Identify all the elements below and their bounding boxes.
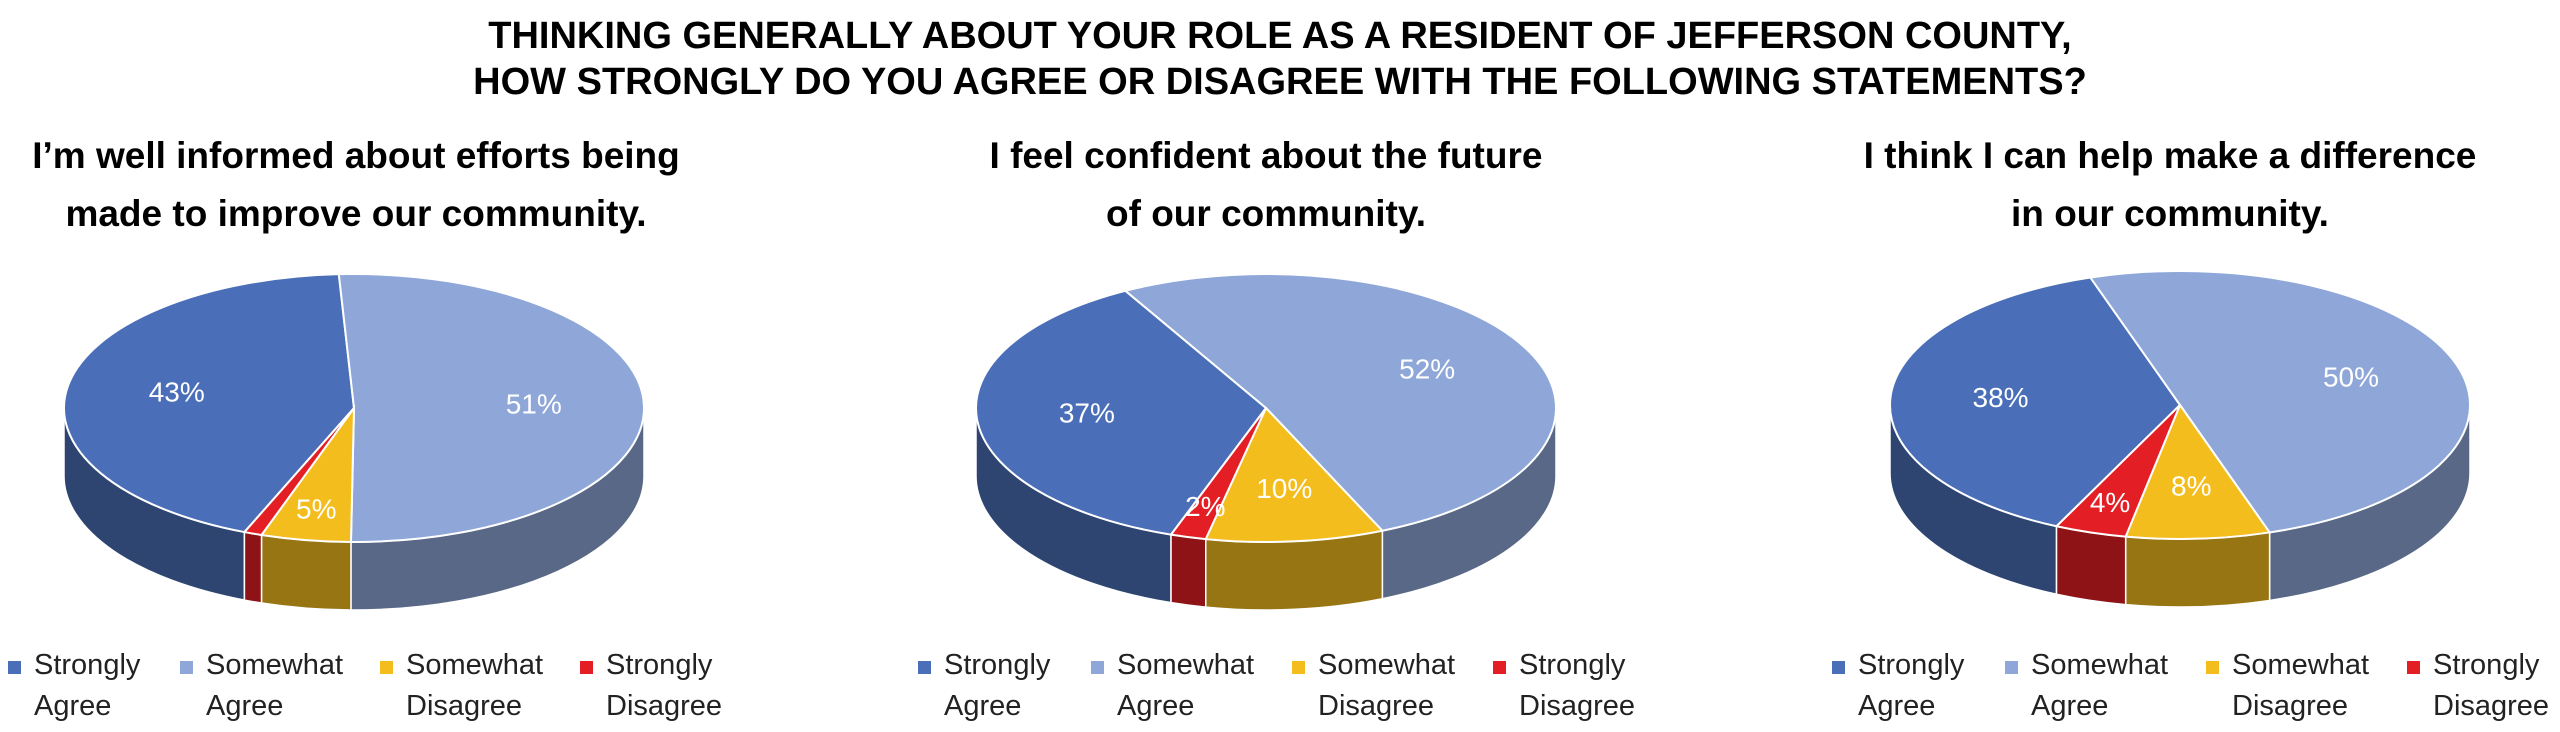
slice (2124, 402, 2272, 540)
legend-item: Somewhat Disagree (380, 645, 566, 727)
data-label: 38% (1973, 382, 2029, 413)
data-label: 8% (2171, 470, 2211, 501)
slice-side (260, 534, 352, 611)
slice (1123, 273, 1558, 532)
legend-item: Somewhat Agree (180, 645, 366, 727)
legend-item: Strongly Agree (1832, 645, 2018, 727)
legend-label: Strongly Disagree (1519, 649, 1636, 722)
data-label: 50% (2323, 362, 2379, 393)
chart-title: made to improve our community. (65, 193, 646, 234)
slice (2088, 270, 2471, 534)
slice-side (2055, 525, 2127, 606)
data-label: 37% (1059, 398, 1115, 429)
slice (1889, 276, 2182, 528)
legend-swatch (380, 661, 393, 674)
slice-side (2124, 531, 2271, 608)
legend-swatch (1832, 661, 1845, 674)
legend-label: Strongly Agree (34, 649, 141, 722)
slice-side (243, 531, 263, 604)
legend-item: Somewhat Agree (1091, 645, 1277, 727)
slice (2054, 404, 2181, 538)
chart-title: I think I can help make a difference (1864, 135, 2477, 176)
data-label: 10% (1256, 473, 1312, 504)
legend-label: Strongly Disagree (2433, 649, 2550, 722)
chart-title: I feel confident about the future (990, 135, 1543, 176)
legend-label: Strongly Agree (944, 649, 1051, 722)
legend-label: Somewhat Disagree (1318, 649, 1456, 722)
legend-item: Somewhat Disagree (2206, 645, 2392, 727)
legend-label: Somewhat Agree (2031, 649, 2169, 722)
legend-item: Strongly Disagree (1493, 645, 1679, 727)
legend-item: Strongly Disagree (2407, 645, 2560, 727)
legend-label: Somewhat Disagree (2232, 649, 2370, 722)
data-label: 52% (1399, 354, 1455, 385)
page-title: HOW STRONGLY DO YOU AGREE OR DISAGREE WI… (473, 61, 2087, 103)
legend-label: Somewhat Agree (206, 649, 344, 722)
legend-swatch (180, 661, 193, 674)
legend-swatch (1091, 661, 1104, 674)
data-label: 5% (296, 493, 336, 524)
legend-swatch (1292, 661, 1305, 674)
slice (975, 289, 1268, 536)
legend-swatch (1493, 661, 1506, 674)
chart-title: in our community. (2011, 193, 2329, 234)
legend-label: Strongly Agree (1858, 649, 1965, 722)
legend-swatch (2005, 661, 2018, 674)
data-label: 43% (149, 377, 205, 408)
slice-side (1205, 529, 1384, 611)
legend-swatch (918, 661, 931, 674)
chart-title: of our community. (1106, 193, 1426, 234)
chart-title: I’m well informed about efforts being (32, 135, 680, 176)
legend-label: Somewhat Agree (1117, 649, 1255, 722)
data-label: 2% (1185, 491, 1225, 522)
slice-side (1170, 533, 1207, 608)
legend-label: Strongly Disagree (606, 649, 723, 722)
legend-item: Strongly Disagree (580, 645, 766, 727)
legend-item: Strongly Agree (918, 645, 1104, 727)
slice (1169, 407, 1267, 541)
legend-swatch (8, 661, 21, 674)
legend-item: Somewhat Disagree (1292, 645, 1478, 727)
legend-swatch (2407, 661, 2420, 674)
legend-item: Somewhat Agree (2005, 645, 2191, 727)
slice (337, 273, 645, 543)
legend-label: Somewhat Disagree (406, 649, 544, 722)
legend-swatch (580, 661, 593, 674)
slice (242, 407, 355, 537)
legend-swatch (2206, 661, 2219, 674)
legend-item: Strongly Agree (8, 645, 194, 727)
page-title: THINKING GENERALLY ABOUT YOUR ROLE AS A … (488, 15, 2071, 57)
data-label: 51% (506, 389, 562, 420)
data-label: 4% (2090, 487, 2130, 518)
slice (1204, 406, 1385, 543)
slice (63, 273, 356, 534)
